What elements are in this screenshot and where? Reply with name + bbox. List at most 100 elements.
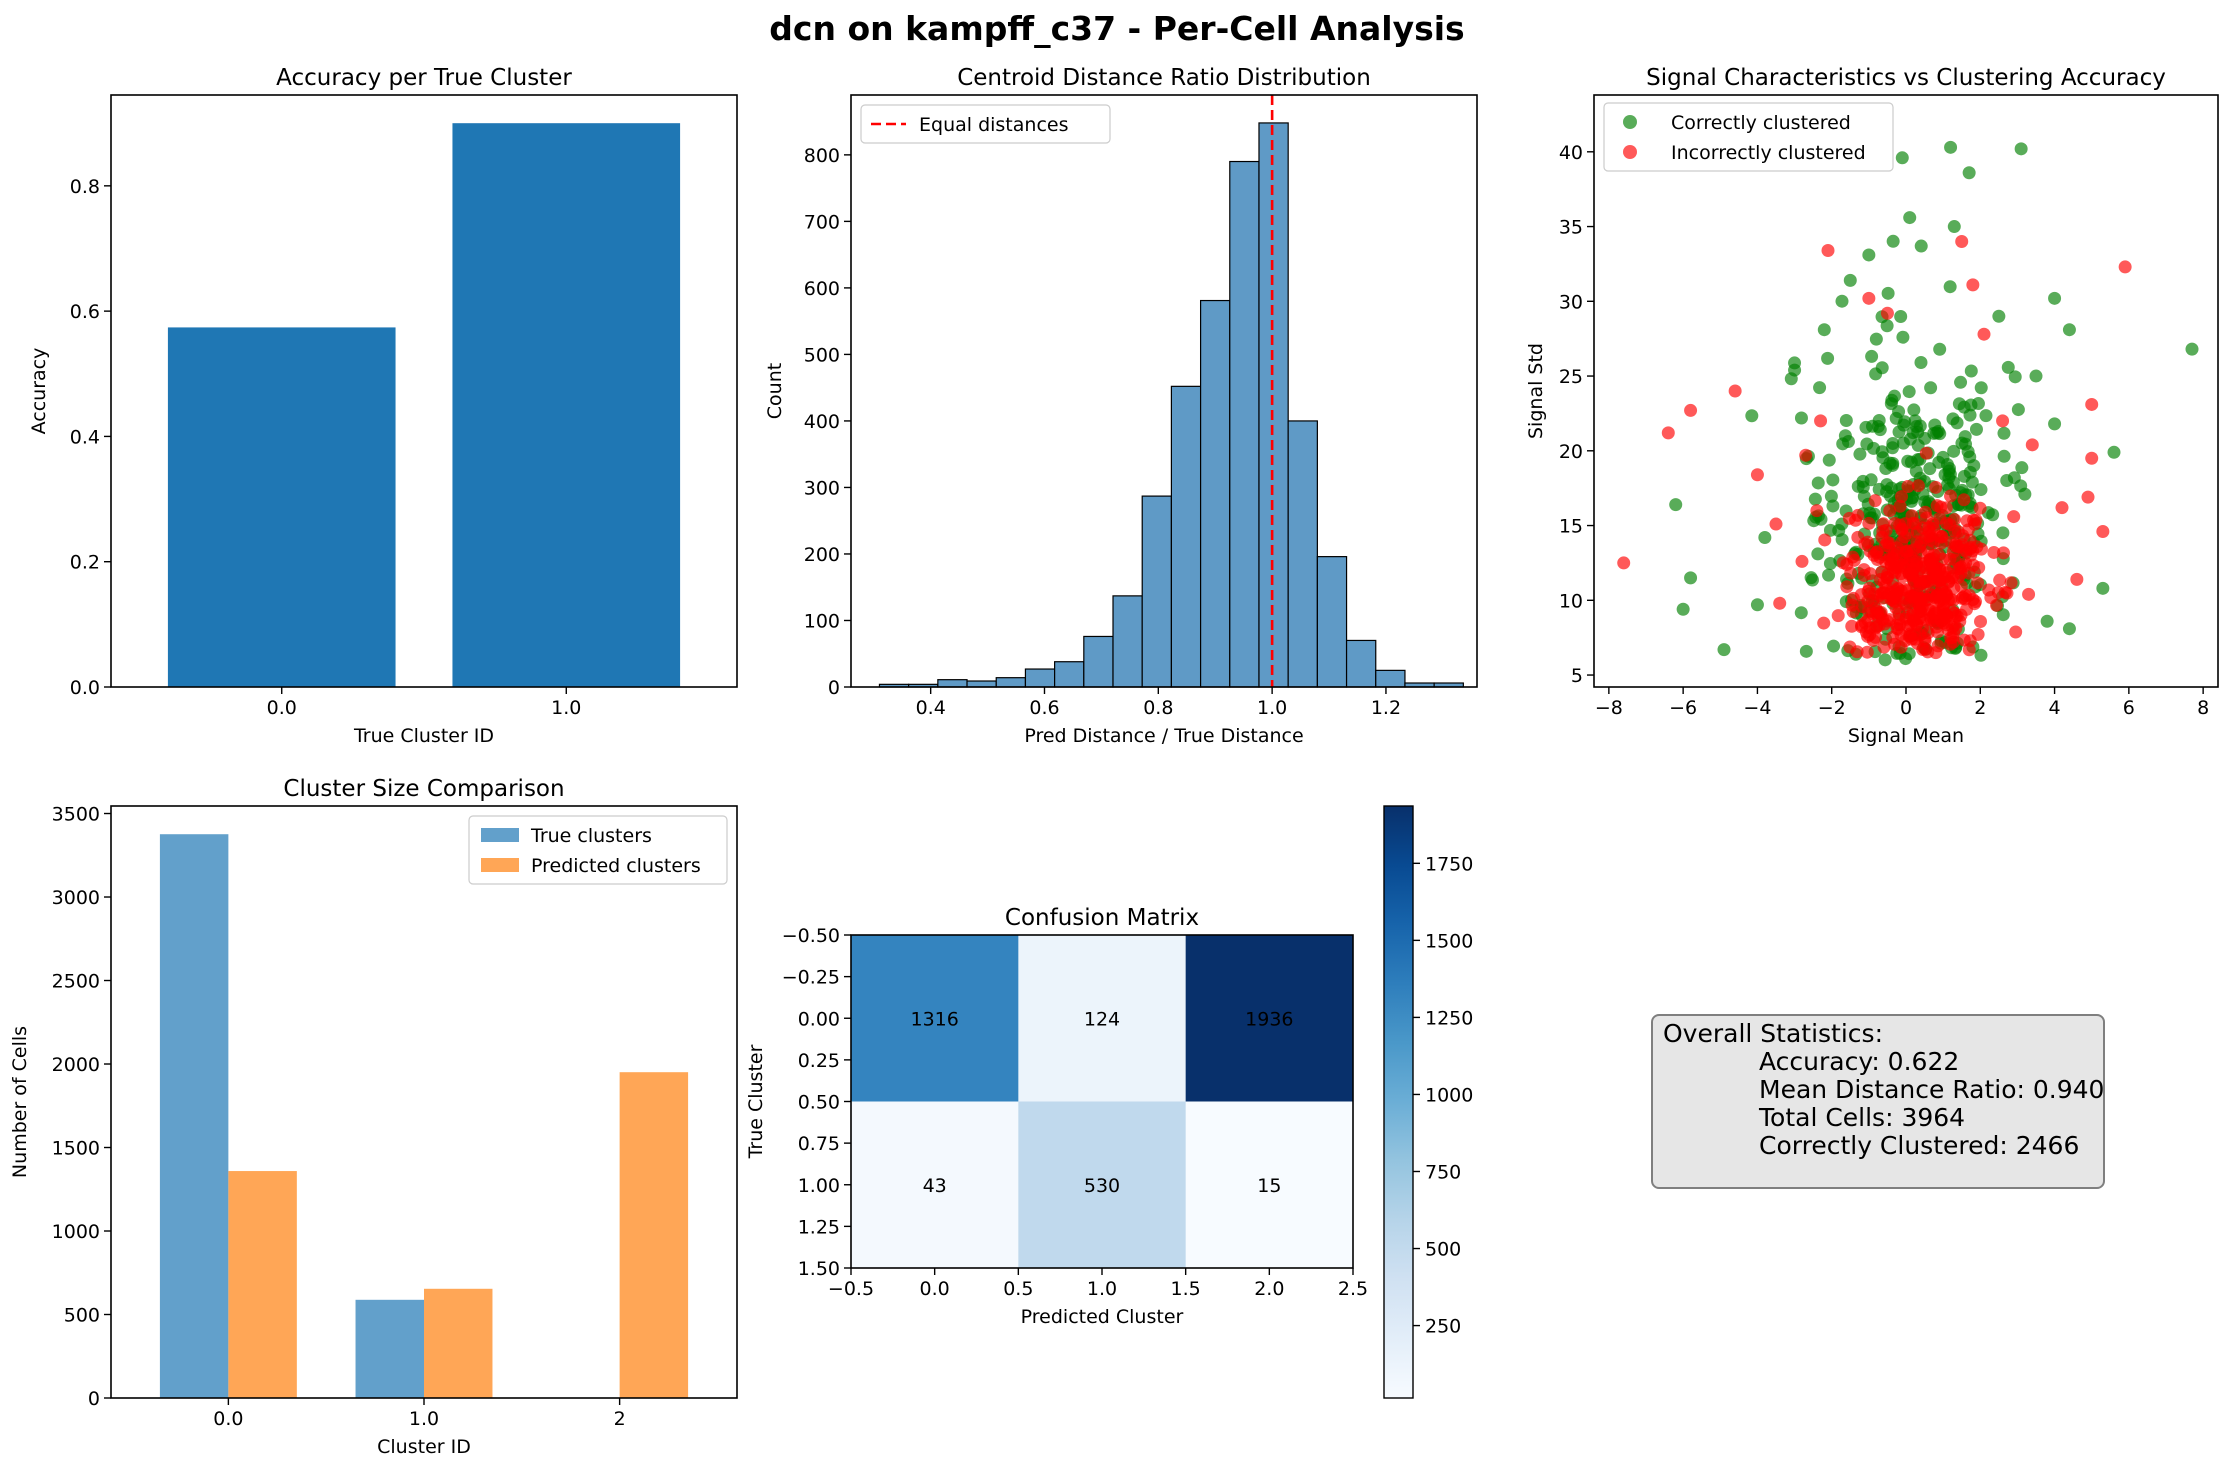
scatter-point bbox=[1844, 566, 1858, 580]
scatter-point bbox=[1846, 550, 1860, 564]
histogram-bar bbox=[1141, 495, 1172, 688]
histogram-bar bbox=[1287, 420, 1318, 688]
axes-title: Centroid Distance Ratio Distribution bbox=[957, 65, 1371, 91]
scatter-point bbox=[1996, 608, 2010, 622]
scatter-point bbox=[1823, 523, 1837, 537]
scatter-point bbox=[1795, 554, 1809, 568]
scatter-point bbox=[1931, 574, 1945, 588]
scatter-point bbox=[1860, 437, 1874, 451]
scatter-point bbox=[1918, 505, 1932, 519]
legend-marker bbox=[1623, 115, 1637, 129]
colorbar-tick-label: 1000 bbox=[1425, 1084, 1473, 1106]
scatter-point bbox=[1821, 351, 1835, 365]
y-axis-label: Count bbox=[764, 363, 786, 419]
scatter-point bbox=[1963, 408, 1977, 422]
scatter-point bbox=[2085, 451, 2099, 465]
scatter-point bbox=[1883, 504, 1897, 518]
scatter-point bbox=[1949, 539, 1963, 553]
stats-heading: Overall Statistics: bbox=[1663, 1019, 1883, 1048]
scatter-point bbox=[1949, 621, 1963, 635]
y-tick-label: 800 bbox=[804, 145, 840, 167]
overall-statistics-box: Overall Statistics: Accuracy: 0.622 Mean… bbox=[1651, 1014, 2105, 1189]
x-tick-label: 4 bbox=[2049, 697, 2061, 719]
y-axis-label: True Cluster bbox=[745, 1044, 767, 1159]
y-tick-label: 0.2 bbox=[70, 552, 100, 574]
x-tick-label: −6 bbox=[1669, 697, 1697, 719]
accuracy-bar bbox=[167, 327, 396, 687]
true-cluster-bar bbox=[355, 1299, 424, 1398]
y-tick-label: 400 bbox=[804, 411, 840, 433]
y-tick-label: 10 bbox=[1559, 590, 1583, 612]
x-tick-label: −8 bbox=[1595, 697, 1623, 719]
scatter-point bbox=[1840, 580, 1854, 594]
category-label: 1.0 bbox=[551, 697, 581, 719]
scatter-point bbox=[1957, 633, 1971, 647]
y-tick-label: 0.0 bbox=[70, 677, 100, 699]
distance-ratio-histogram: 0.4 0.6 0.8 1.0 1.2 0 100 200 300 400 500 600 700 800… bbox=[764, 65, 1478, 747]
colorbar-tick-label: 500 bbox=[1425, 1239, 1461, 1261]
scatter-point bbox=[1869, 367, 1883, 381]
confusion-cell-label: 530 bbox=[1084, 1175, 1120, 1197]
y-tick-label: 1000 bbox=[52, 1221, 100, 1243]
y-tick-label: 200 bbox=[804, 544, 840, 566]
y-tick-label: 25 bbox=[1559, 366, 1583, 388]
scatter-point bbox=[1860, 645, 1874, 659]
y-tick-label: 2000 bbox=[52, 1054, 100, 1076]
legend-box bbox=[1603, 102, 1894, 172]
scatter-point bbox=[1974, 614, 1988, 628]
scatter-point bbox=[1915, 560, 1929, 574]
scatter-point bbox=[1868, 494, 1882, 508]
scatter-point bbox=[1863, 567, 1877, 581]
scatter-point bbox=[1902, 385, 1916, 399]
stats-total-cells: Total Cells: 3964 bbox=[1759, 1103, 1966, 1132]
confusion-cell-label: 1316 bbox=[910, 1008, 958, 1030]
scatter-point bbox=[1997, 426, 2011, 440]
axes-frame bbox=[110, 94, 738, 688]
scatter-point bbox=[1929, 646, 1943, 660]
y-tick-label: 700 bbox=[804, 211, 840, 233]
scatter-point bbox=[2007, 510, 2021, 524]
legend-label: Predicted clusters bbox=[531, 855, 701, 877]
scatter-point bbox=[1969, 513, 1983, 527]
histogram-bar bbox=[1345, 639, 1377, 688]
legend-swatch bbox=[481, 858, 519, 872]
scatter-point bbox=[1962, 166, 1976, 180]
legend-box bbox=[468, 815, 728, 885]
scatter-point bbox=[1773, 596, 1787, 610]
y-tick-label: 0.75 bbox=[798, 1133, 840, 1155]
scatter-point bbox=[1943, 552, 1957, 566]
scatter-point bbox=[1974, 483, 1988, 497]
scatter-point bbox=[1952, 397, 1966, 411]
y-tick-label: 600 bbox=[804, 278, 840, 300]
y-tick-label: 0.25 bbox=[798, 1050, 840, 1072]
scatter-point bbox=[1937, 597, 1951, 611]
scatter-point bbox=[1894, 309, 1908, 323]
y-tick-label: 0.00 bbox=[798, 1008, 840, 1030]
scatter-point bbox=[1661, 426, 1675, 440]
scatter-point bbox=[1956, 590, 1970, 604]
scatter-point bbox=[1872, 482, 1886, 496]
scatter-point bbox=[1992, 309, 2006, 323]
confusion-cell bbox=[1018, 1101, 1187, 1269]
histogram-bar bbox=[1375, 669, 1406, 688]
scatter-point bbox=[2096, 581, 2110, 595]
accuracy-per-cluster-chart: 0.0 0.2 0.4 0.6 0.8 0.0 1.0 Accuracy per True C… bbox=[28, 65, 738, 747]
confusion-cell-label: 43 bbox=[923, 1175, 947, 1197]
scatter-point bbox=[1939, 607, 1953, 621]
scatter-point bbox=[1827, 639, 1841, 653]
scatter-point bbox=[1906, 516, 1920, 530]
scatter-point bbox=[1948, 513, 1962, 527]
true-cluster-bar bbox=[159, 834, 229, 1398]
histogram-bar bbox=[1112, 595, 1143, 688]
legend-box bbox=[860, 104, 1111, 144]
colorbar-tick-label: 1250 bbox=[1425, 1007, 1473, 1029]
scatter-point bbox=[1824, 489, 1838, 503]
scatter-point bbox=[1822, 568, 1836, 582]
scatter-point bbox=[1864, 473, 1878, 487]
y-tick-label: 0.4 bbox=[70, 426, 100, 448]
scatter-point bbox=[1669, 498, 1683, 512]
scatter-point bbox=[1996, 526, 2010, 540]
scatter-point bbox=[1811, 547, 1825, 561]
legend-label: Correctly clustered bbox=[1671, 112, 1851, 134]
scatter-point bbox=[1804, 571, 1818, 585]
